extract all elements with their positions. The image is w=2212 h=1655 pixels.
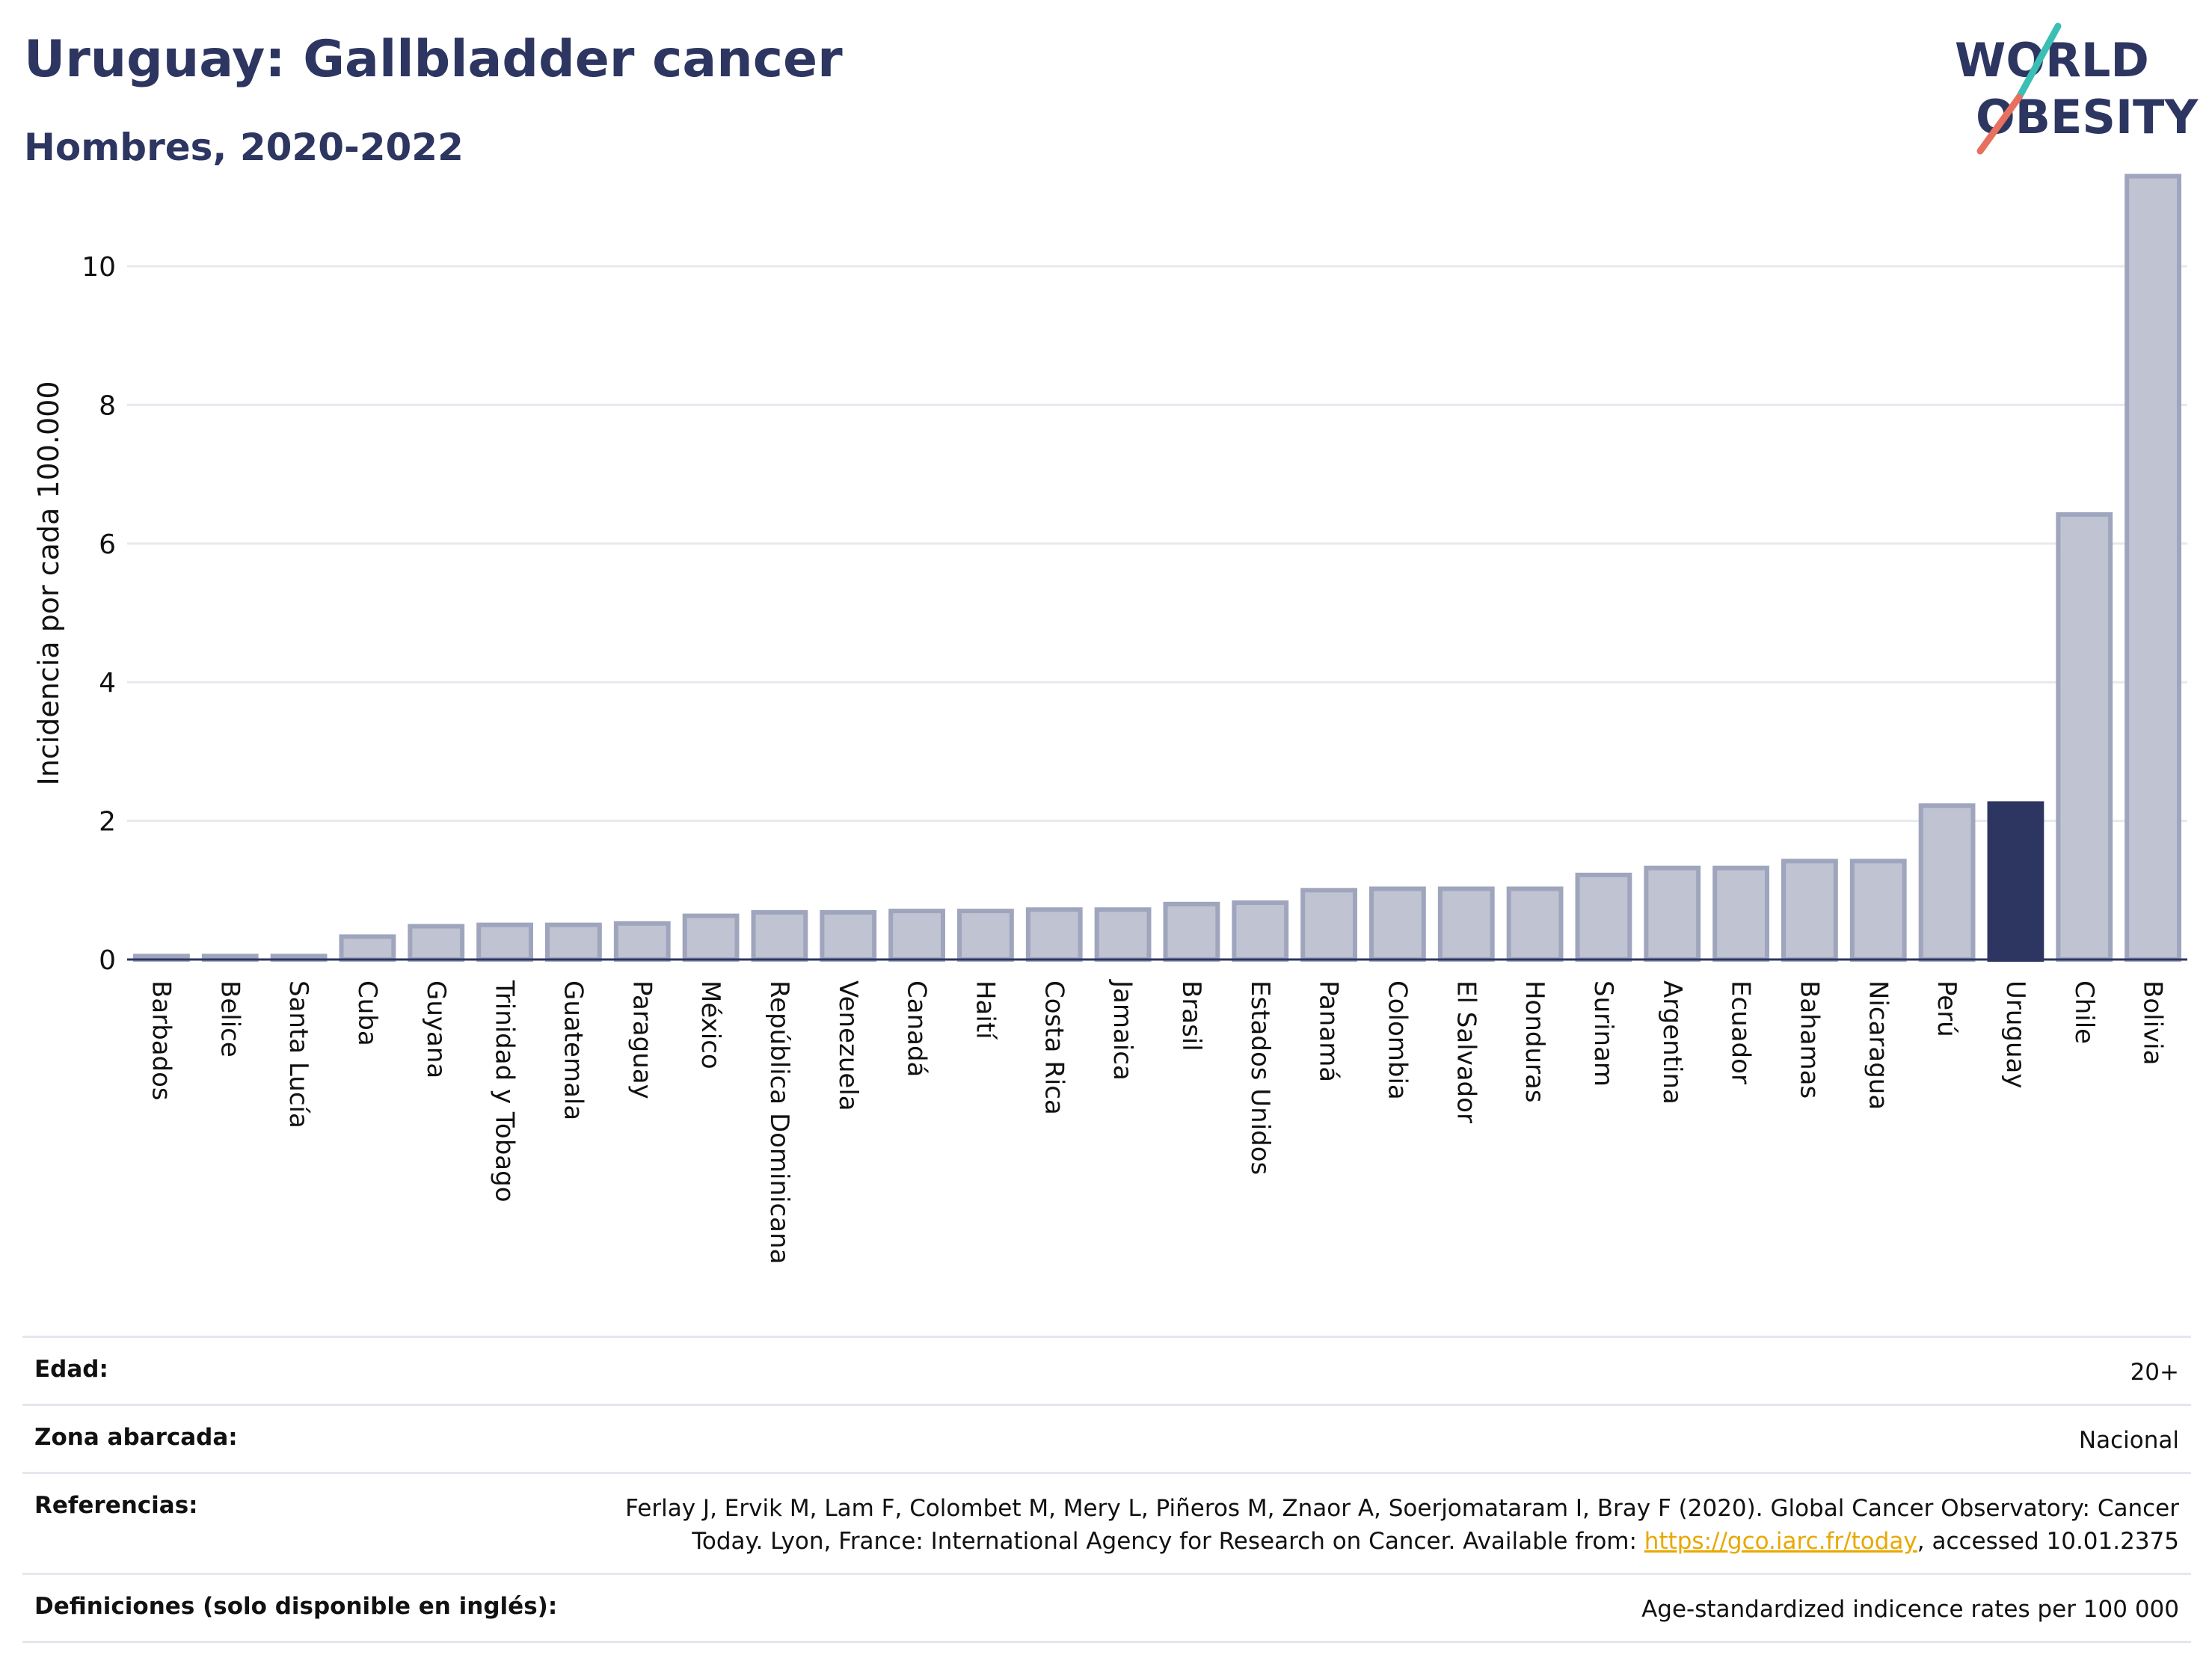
bar-uruguay	[1987, 801, 2044, 962]
x-tick-label: Bolivia	[2138, 980, 2168, 1065]
x-tick-label: Guatemala	[558, 980, 588, 1120]
bar-surinam	[1575, 872, 1632, 962]
x-tick-label: Uruguay	[2000, 980, 2030, 1089]
x-tick-label: Paraguay	[627, 980, 657, 1099]
referencias-value: Ferlay J, Ervik M, Lam F, Colombet M, Me…	[571, 1492, 2179, 1558]
bar-trinidad-y-tobago	[476, 922, 533, 962]
x-tick-label: Argentina	[1657, 980, 1687, 1105]
zona-value: Nacional	[2078, 1427, 2179, 1454]
y-tick-label: 4	[99, 668, 116, 698]
bar-costa-rica	[1025, 907, 1083, 962]
x-tick-label: Costa Rica	[1039, 980, 1069, 1115]
x-tick-label: Bahamas	[1794, 980, 1824, 1099]
x-tick-label: Guyana	[421, 980, 451, 1078]
y-axis-label: Incidencia por cada 100.000	[32, 381, 65, 785]
edad-label: Edad:	[34, 1356, 108, 1383]
referencias-accessed: , accessed 10.01.2375	[1917, 1528, 2179, 1555]
x-tick-label: Honduras	[1520, 980, 1549, 1103]
x-tick-label: Ecuador	[1726, 980, 1756, 1084]
bar-perú	[1918, 803, 1976, 962]
referencias-text: Ferlay J, Ervik M, Lam F, Colombet M, Me…	[625, 1495, 2179, 1555]
y-tick-label: 8	[99, 390, 116, 421]
x-tick-label: México	[695, 980, 725, 1069]
bar-colombia	[1369, 886, 1426, 962]
x-tick-label: Haití	[970, 980, 1000, 1040]
bar-bahamas	[1781, 859, 1838, 962]
x-tick-label: Santa Lucía	[283, 980, 313, 1129]
x-tick-label: Chile	[2069, 980, 2099, 1044]
meta-row-referencias: Referencias: Ferlay J, Ervik M, Lam F, C…	[22, 1472, 2191, 1573]
bar-ecuador	[1712, 865, 1769, 962]
bar-guatemala	[545, 922, 602, 962]
y-tick-label: 10	[82, 252, 116, 283]
meta-row-zona: Zona abarcada: Nacional	[22, 1404, 2191, 1472]
bar-canadá	[888, 909, 945, 962]
bar-chile	[2056, 512, 2113, 962]
metadata-table: Edad: 20+ Zona abarcada: Nacional Refere…	[22, 1336, 2191, 1643]
bar-nicaragua	[1849, 859, 1907, 962]
bar-cuba	[339, 934, 396, 962]
x-tick-label: El Salvador	[1451, 980, 1481, 1123]
x-tick-label: Perú	[1932, 980, 1961, 1037]
bar-república-dominicana	[751, 909, 808, 962]
x-tick-label: Trinidad y Tobago	[490, 980, 520, 1203]
bar-honduras	[1506, 886, 1564, 962]
x-tick-label: Belice	[215, 980, 245, 1057]
bar-guyana	[408, 924, 465, 962]
bar-chart: 0 2 4 6 8 10 Barbados Belice Santa Lucía Cuba Guy…	[32, 174, 2187, 1264]
logo-slash-red	[1976, 93, 2023, 155]
bar-haití	[957, 909, 1014, 962]
bar-bolivia	[2125, 174, 2181, 962]
x-tick-label: Colombia	[1382, 980, 1412, 1100]
x-tick-label: Nicaragua	[1863, 980, 1893, 1110]
zona-label: Zona abarcada:	[34, 1424, 238, 1451]
gco-link[interactable]: https://gco.iarc.fr/today	[1644, 1528, 1917, 1555]
meta-row-definiciones: Definiciones (solo disponible en inglés)…	[22, 1573, 2191, 1643]
bar-jamaica	[1094, 907, 1152, 962]
chart-title: Uruguay: Gallbladder cancer	[24, 30, 843, 89]
y-tick-label: 2	[99, 807, 116, 838]
x-axis-ticks: Barbados Belice Santa Lucía Cuba Guyana Trini…	[146, 979, 2167, 1264]
referencias-label: Referencias:	[34, 1492, 198, 1519]
bar-estados-unidos	[1232, 900, 1289, 962]
bar-méxico	[682, 913, 740, 962]
x-tick-label: Panamá	[1314, 980, 1344, 1082]
x-tick-label: Brasil	[1176, 980, 1206, 1051]
bar-panamá	[1300, 888, 1357, 962]
x-tick-label: Estados Unidos	[1245, 980, 1275, 1175]
x-tick-label: Canadá	[902, 980, 932, 1077]
y-tick-label: 6	[99, 529, 116, 560]
x-tick-label: República Dominicana	[764, 980, 794, 1264]
meta-row-edad: Edad: 20+	[22, 1336, 2191, 1404]
edad-value: 20+	[2130, 1359, 2179, 1386]
bars	[133, 174, 2181, 962]
y-axis-ticks: 0 2 4 6 8 10	[82, 252, 116, 976]
x-tick-label: Jamaica	[1107, 979, 1137, 1081]
logo-slash-teal	[2015, 22, 2062, 101]
definiciones-value: Age-standardized indicence rates per 100…	[1641, 1596, 2179, 1623]
x-tick-label: Cuba	[352, 980, 382, 1046]
x-tick-label: Surinam	[1588, 980, 1618, 1087]
definiciones-label: Definiciones (solo disponible en inglés)…	[34, 1593, 558, 1620]
x-tick-label: Venezuela	[833, 980, 863, 1111]
bar-brasil	[1163, 901, 1220, 962]
world-obesity-logo: WORLD OBESITY	[1955, 22, 2199, 155]
bar-venezuela	[820, 909, 877, 962]
bar-el-salvador	[1437, 886, 1495, 962]
y-tick-label: 0	[99, 945, 116, 976]
bar-paraguay	[613, 921, 671, 962]
bar-argentina	[1644, 865, 1701, 962]
chart-subtitle: Hombres, 2020-2022	[24, 126, 464, 169]
logo-word-obesity: OBESITY	[1976, 90, 2199, 144]
x-tick-label: Barbados	[146, 980, 176, 1101]
gridlines	[127, 265, 2187, 823]
